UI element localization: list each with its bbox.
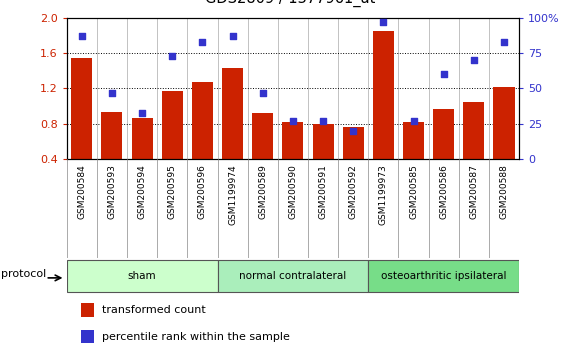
Point [107, 90, 117, 96]
Point [228, 33, 237, 39]
Point [318, 118, 328, 124]
Text: GSM200594: GSM200594 [137, 164, 147, 219]
Bar [192, 82, 213, 195]
Point [409, 118, 418, 124]
Bar [218, 260, 368, 292]
Text: GSM200588: GSM200588 [499, 164, 509, 219]
Point [349, 128, 358, 134]
Text: normal contralateral: normal contralateral [240, 271, 346, 281]
Bar [222, 68, 243, 195]
Bar [252, 113, 273, 195]
Text: osteoarthritic ipsilateral: osteoarthritic ipsilateral [381, 271, 506, 281]
Point [288, 118, 298, 124]
Text: GSM200585: GSM200585 [409, 164, 418, 219]
Bar [282, 122, 303, 195]
Bar [494, 87, 514, 195]
Bar [81, 330, 94, 343]
Point [137, 110, 147, 115]
Bar [132, 118, 153, 195]
Bar [313, 124, 333, 195]
Bar [373, 31, 394, 195]
Point [469, 57, 478, 63]
Bar [102, 113, 122, 195]
Text: GSM200586: GSM200586 [439, 164, 448, 219]
Text: protocol: protocol [1, 269, 46, 279]
Bar [81, 303, 94, 317]
Text: GSM200584: GSM200584 [77, 164, 86, 219]
Bar [162, 91, 183, 195]
Text: GSM200592: GSM200592 [349, 164, 358, 219]
Point [258, 90, 267, 96]
Point [439, 72, 448, 77]
Text: GSM1199974: GSM1199974 [228, 164, 237, 225]
Point [198, 39, 207, 45]
Text: sham: sham [128, 271, 157, 281]
Text: GSM200596: GSM200596 [198, 164, 207, 219]
Text: GSM200591: GSM200591 [318, 164, 328, 219]
Point [168, 53, 177, 59]
Bar [343, 127, 364, 195]
Text: transformed count: transformed count [102, 305, 205, 315]
Text: GSM200589: GSM200589 [258, 164, 267, 219]
Text: GDS2809 / 1377961_at: GDS2809 / 1377961_at [205, 0, 375, 7]
Point [77, 33, 86, 39]
Bar [403, 122, 424, 195]
Text: GSM200593: GSM200593 [107, 164, 117, 219]
Text: percentile rank within the sample: percentile rank within the sample [102, 332, 289, 342]
Text: GSM200590: GSM200590 [288, 164, 298, 219]
Point [499, 39, 509, 45]
Bar [71, 57, 92, 195]
Bar [368, 260, 519, 292]
Bar [67, 260, 218, 292]
Text: GSM200587: GSM200587 [469, 164, 478, 219]
Text: GSM1199973: GSM1199973 [379, 164, 388, 225]
Text: GSM200595: GSM200595 [168, 164, 177, 219]
Bar [463, 102, 484, 195]
Bar [433, 109, 454, 195]
Point [379, 19, 388, 25]
